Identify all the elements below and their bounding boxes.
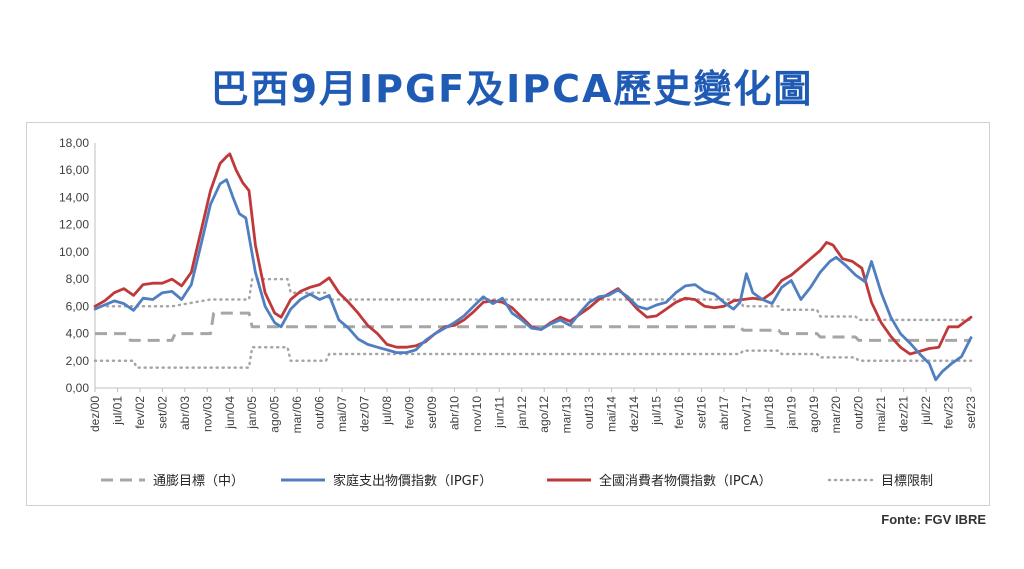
- x-tick-label: set/02: [155, 396, 169, 429]
- x-tick-label: mai/07: [335, 396, 349, 432]
- x-tick-label: fev/02: [133, 396, 147, 429]
- series-line-3: [93, 277, 973, 322]
- legend-item: 目標限制: [827, 474, 933, 489]
- x-tick-label: jul/08: [380, 396, 394, 426]
- x-tick-label: dez/07: [358, 396, 372, 432]
- x-tick-label: jul/15: [650, 396, 664, 426]
- x-tick-label: jan/05: [245, 396, 259, 430]
- chart-title: 巴西9月IPGF及IPCA歷史變化圖: [210, 67, 814, 111]
- x-tick-label: jun/11: [492, 396, 506, 429]
- y-tick-label: 4,00: [66, 327, 90, 341]
- x-tick-label: jul/22: [919, 396, 933, 426]
- x-tick-label: mai/21: [874, 396, 888, 432]
- line-chart: 0,00 2,00 4,00 6,00 8,00 10,00 12,00 14,00 16,00…: [59, 136, 978, 489]
- x-tick-label: set/09: [425, 396, 439, 429]
- x-tick-label: out/13: [582, 396, 596, 430]
- x-tick-label: abr/17: [717, 396, 731, 430]
- x-tick-label: set/16: [694, 396, 708, 429]
- chart-frame: 0,00 2,00 4,00 6,00 8,00 10,00 12,00 14,00 16,00…: [26, 122, 990, 506]
- legend-label: 全國消費者物價指數（IPCA）: [599, 473, 772, 489]
- x-tick-label: dez/14: [627, 396, 641, 432]
- source-note: Fonte: FGV IBRE: [881, 512, 986, 527]
- y-tick-label: 8,00: [66, 272, 90, 286]
- x-tick-label: out/20: [852, 396, 866, 430]
- x-tick-label: fev/23: [942, 396, 956, 429]
- legend-item: 家庭支出物價指數（IPGF）: [281, 473, 492, 489]
- x-tick-label: fev/16: [672, 396, 686, 429]
- x-tick-label: dez/21: [897, 396, 911, 432]
- y-tick-label: 2,00: [66, 354, 90, 368]
- x-tick-label: jan/19: [784, 396, 798, 430]
- x-tick-label: nov/03: [200, 396, 214, 432]
- series-line-1: [93, 178, 973, 382]
- x-tick-label: nov/10: [470, 396, 484, 432]
- series-line-4: [93, 345, 973, 369]
- x-tick-label: fev/09: [402, 396, 416, 429]
- y-tick-label: 6,00: [66, 299, 90, 313]
- series-line-2: [93, 152, 973, 356]
- x-tick-label: jun/18: [762, 396, 776, 430]
- legend-item: 全國消費者物價指數（IPCA）: [547, 473, 772, 489]
- y-tick-label: 12,00: [59, 218, 89, 232]
- y-tick-label: 0,00: [66, 381, 90, 395]
- legend-label: 通膨目標（中）: [153, 474, 244, 489]
- series-line-0: [95, 311, 971, 342]
- legend-label: 目標限制: [881, 474, 933, 489]
- x-tick-label: ago/05: [268, 396, 282, 433]
- x-tick-label: mar/20: [829, 396, 843, 434]
- x-tick-label: abr/03: [178, 396, 192, 430]
- x-tick-label: out/06: [313, 396, 327, 430]
- x-tick-label: jan/12: [515, 396, 529, 430]
- legend-item: 通膨目標（中）: [101, 474, 244, 489]
- x-tick-label: jun/04: [223, 396, 237, 430]
- x-tick-label: ago/19: [807, 396, 821, 433]
- x-tick-label: mar/06: [290, 396, 304, 434]
- y-tick-label: 10,00: [59, 245, 89, 259]
- x-tick-label: nov/17: [739, 396, 753, 432]
- x-tick-label: abr/10: [447, 396, 461, 430]
- y-tick-label: 16,00: [59, 163, 89, 177]
- y-tick-label: 14,00: [59, 190, 89, 204]
- x-tick-label: mar/13: [560, 396, 574, 434]
- x-tick-label: jul/01: [110, 396, 124, 426]
- y-tick-label: 18,00: [59, 136, 89, 150]
- legend-label: 家庭支出物價指數（IPGF）: [333, 473, 492, 489]
- x-tick-label: ago/12: [537, 396, 551, 433]
- x-tick-label: set/23: [964, 396, 978, 429]
- x-tick-label: dez/00: [88, 396, 102, 432]
- x-tick-label: mai/14: [605, 396, 619, 432]
